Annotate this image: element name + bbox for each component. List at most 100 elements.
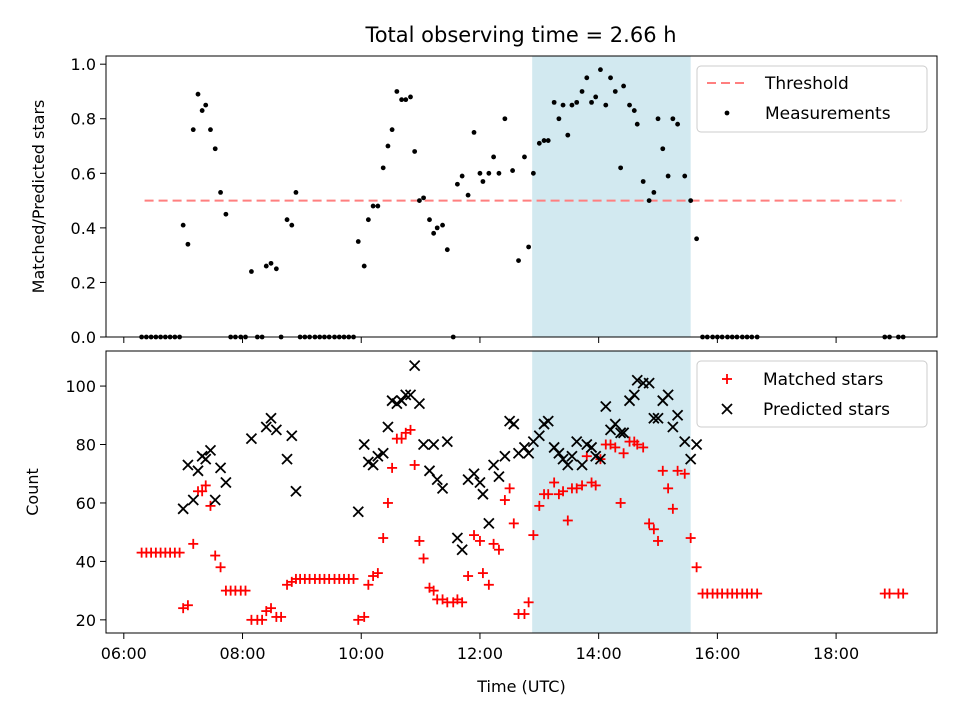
measurement-point [510, 168, 515, 173]
measurement-point [375, 203, 381, 209]
count-y-tick-label: 80 [76, 436, 96, 455]
measurement-point [516, 258, 521, 264]
matched-star-point [590, 480, 601, 491]
predicted-star-point [214, 462, 227, 474]
predicted-star-point [290, 485, 302, 497]
matched-star-point [200, 480, 211, 491]
count-y-axis-label: Count [23, 468, 42, 516]
matched-star-point [257, 614, 268, 625]
matched-star-point [519, 609, 530, 620]
predicted-star-point [685, 453, 697, 465]
predicted-star-point [468, 468, 480, 480]
measurement-point [190, 127, 196, 133]
predicted-star-point [671, 409, 684, 421]
matched-star-point [387, 462, 398, 473]
predicted-star-point [533, 430, 545, 442]
measurement-point [675, 121, 681, 127]
measurement-point [655, 116, 661, 122]
predicted-star-point [441, 435, 453, 448]
legend-threshold-label: Threshold [764, 74, 849, 94]
measurement-point [389, 127, 395, 133]
predicted-star-point [631, 374, 643, 386]
measurement-point [556, 116, 562, 122]
matched-star-point [240, 585, 251, 596]
predicted-star-point [483, 517, 495, 530]
measurement-point [569, 102, 575, 108]
ratio-y-tick-label: 0.4 [71, 219, 96, 238]
predicted-star-point [562, 459, 574, 471]
predicted-star-point [594, 453, 607, 465]
measurement-point [688, 198, 694, 203]
legend-predicted-label: Predicted stars [763, 400, 890, 420]
count-y-tick-label: 100 [65, 377, 96, 396]
count-panel: 20 40 60 80 100 06:00 08:00 10:00 12:00 14:00 16:… [23, 350, 938, 696]
predicted-star-point [270, 424, 282, 436]
matched-star-point [488, 538, 499, 549]
predicted-star-point [522, 447, 535, 459]
measurement-point [385, 143, 391, 149]
predicted-star-point [487, 459, 500, 471]
predicted-star-point [643, 377, 655, 389]
measurement-point [370, 203, 376, 209]
measurement-point [651, 190, 657, 195]
predicted-star-point [187, 494, 199, 506]
count-legend: Matched stars Predicted stars [696, 360, 928, 428]
measurement-point [412, 149, 418, 154]
predicted-star-point [209, 494, 221, 506]
matched-star-point [523, 597, 534, 608]
legend-measurements-label: Measurements [765, 104, 891, 124]
predicted-star-point [182, 459, 194, 471]
matched-star-point [504, 483, 515, 494]
predicted-star-point [395, 395, 408, 407]
matched-star-point [752, 588, 763, 599]
measurement-point [380, 165, 386, 171]
measurement-point [199, 108, 205, 113]
measurement-point [454, 181, 460, 187]
measurement-point [589, 99, 594, 105]
measurement-point [284, 217, 290, 223]
matched-star-point [483, 579, 494, 590]
ratio-y-tick-label: 0.2 [71, 273, 96, 292]
matched-star-point [508, 518, 519, 529]
measurement-point [477, 170, 483, 176]
measurement-point [431, 230, 437, 236]
predicted-star-point [542, 415, 554, 427]
measurement-point [249, 269, 254, 274]
matched-star-point [382, 497, 393, 508]
matched-star-point [679, 468, 690, 479]
matched-star-point [615, 497, 626, 508]
measurement-point [502, 116, 508, 122]
predicted-star-point [508, 418, 520, 430]
matched-star-point [632, 439, 643, 450]
matched-star-point [610, 442, 621, 453]
matched-star-point [884, 588, 895, 599]
measurement-point [496, 170, 502, 176]
predicted-star-point [177, 503, 189, 515]
legend-box [696, 360, 928, 428]
matched-star-point [418, 553, 429, 564]
matched-star-point [667, 503, 678, 514]
x-axis-label: Time (UTC) [476, 677, 565, 696]
matched-star-point [378, 533, 389, 544]
measurement-point [574, 99, 580, 105]
predicted-star-point [662, 389, 674, 401]
predicted-star-point [220, 476, 232, 489]
measurement-point [665, 173, 671, 179]
ratio-y-tick-label: 1.0 [71, 55, 96, 74]
measurement-point [208, 127, 213, 133]
measurement-point [218, 190, 223, 195]
legend-measurements-swatch [724, 110, 730, 116]
measurement-point [403, 97, 409, 103]
x-tick-label: 06:00 [101, 644, 147, 663]
predicted-star-point [400, 389, 412, 401]
matched-star-point [215, 562, 226, 573]
predicted-star-point [456, 544, 468, 556]
measurement-point [440, 222, 445, 228]
predicted-star-point [281, 453, 293, 465]
measurement-point [598, 67, 603, 73]
measurement-point [608, 75, 613, 81]
matched-star-point [657, 465, 668, 476]
predicted-star-point [409, 359, 421, 372]
measurement-point [293, 190, 299, 195]
